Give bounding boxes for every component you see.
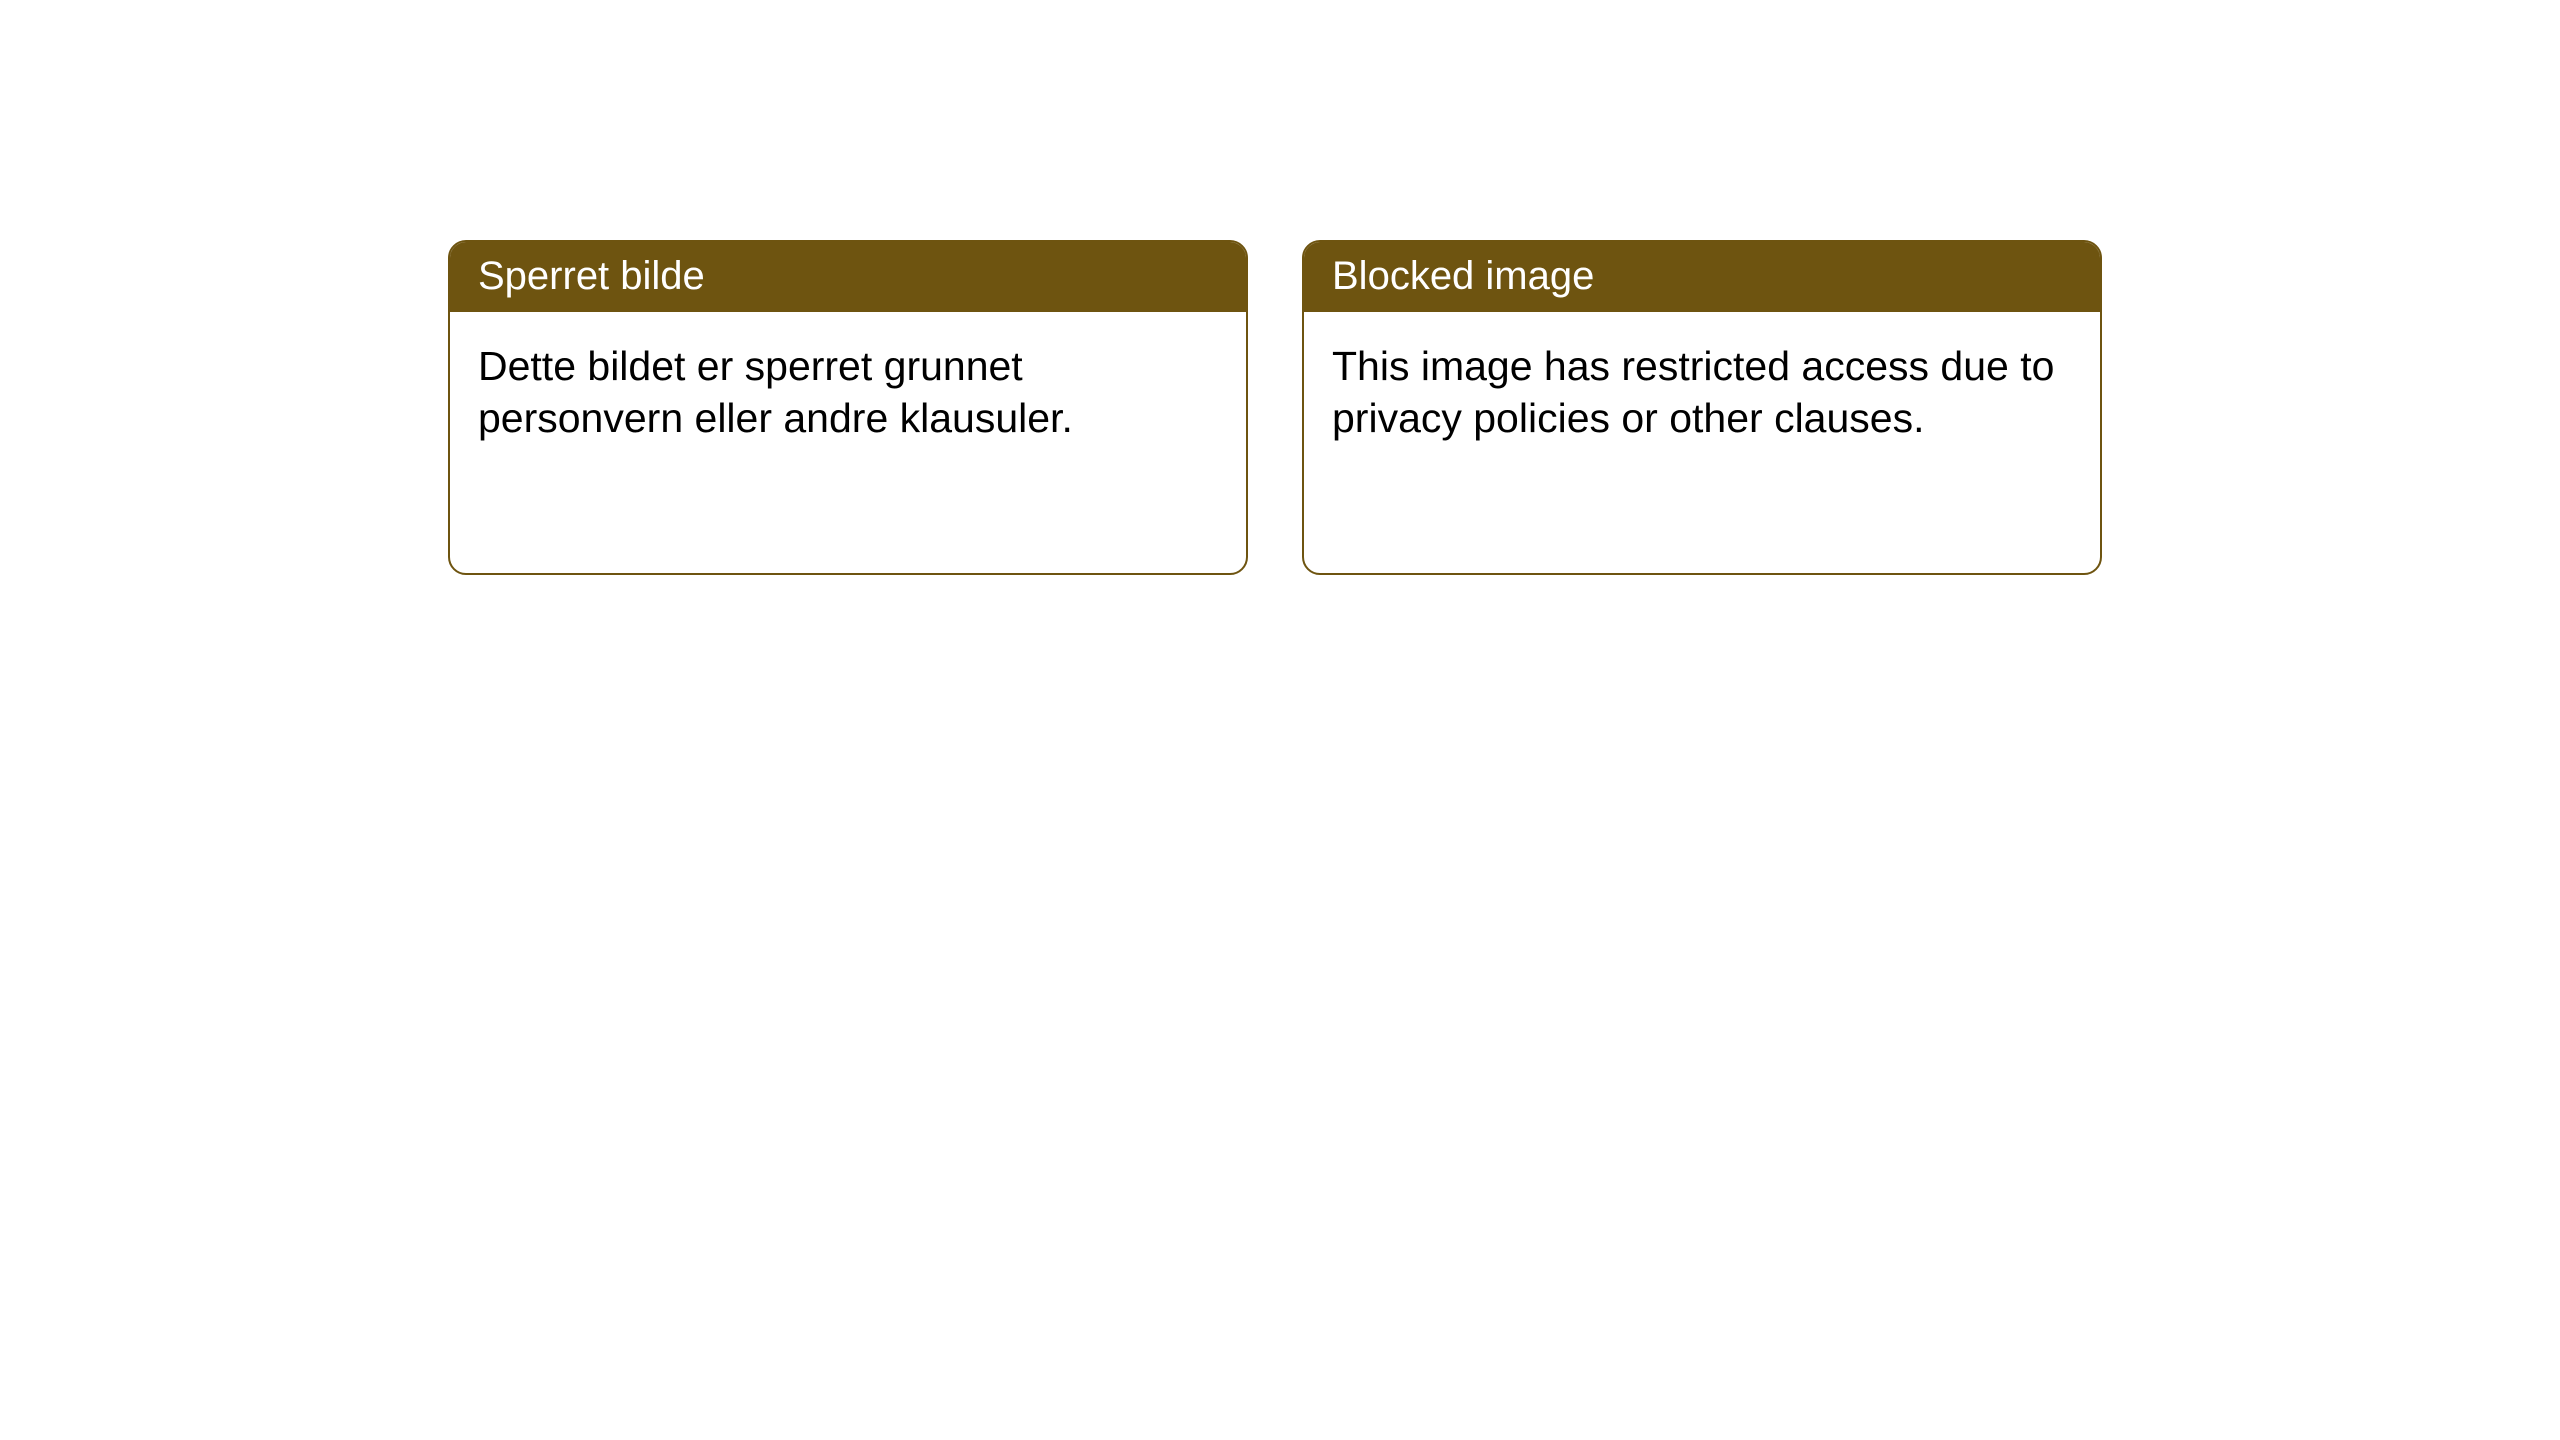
notice-box-english: Blocked image This image has restricted … <box>1302 240 2102 575</box>
notice-title-english: Blocked image <box>1304 242 2100 312</box>
notice-body-norwegian: Dette bildet er sperret grunnet personve… <box>450 312 1246 473</box>
notice-box-norwegian: Sperret bilde Dette bildet er sperret gr… <box>448 240 1248 575</box>
notice-container: Sperret bilde Dette bildet er sperret gr… <box>0 0 2560 575</box>
notice-title-norwegian: Sperret bilde <box>450 242 1246 312</box>
notice-body-english: This image has restricted access due to … <box>1304 312 2100 473</box>
